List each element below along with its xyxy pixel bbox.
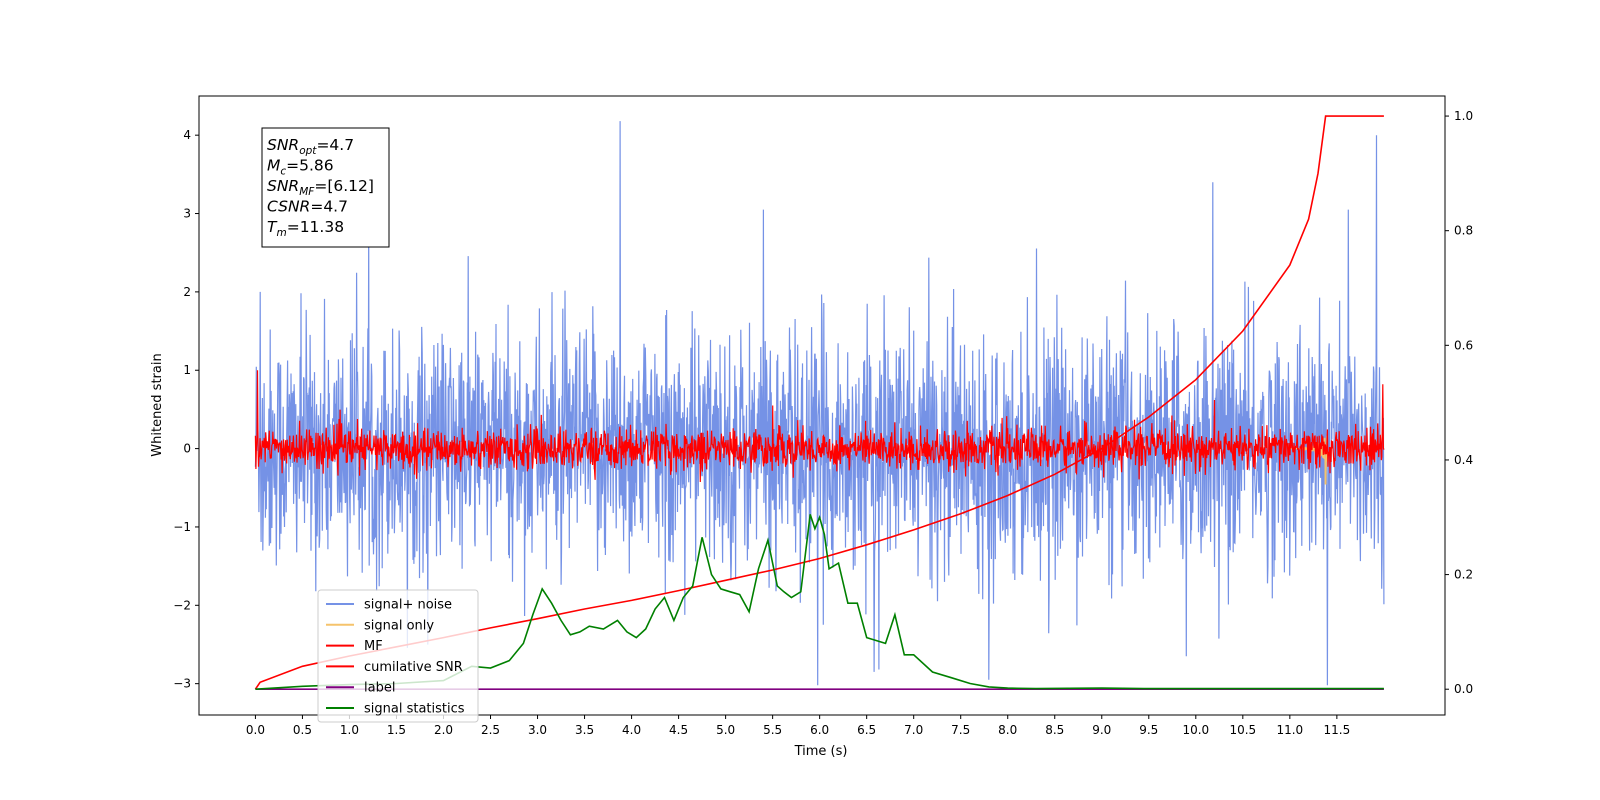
annotation-line: CSNR=4.7: [267, 198, 348, 216]
x-tick-label: 9.0: [1092, 723, 1111, 737]
annotation-value: =4.7: [310, 198, 348, 216]
x-tick-label: 1.0: [340, 723, 359, 737]
y-tick-label: 4: [183, 128, 191, 142]
x-tick-label: 9.5: [1139, 723, 1158, 737]
legend-label: MF: [364, 639, 383, 654]
annotation-value: =11.38: [287, 218, 344, 236]
y-tick-label: −3: [173, 677, 191, 691]
y2-tick-label: 0.4: [1454, 453, 1473, 467]
x-tick-label: 4.5: [669, 723, 688, 737]
x-tick-label: 6.5: [857, 723, 876, 737]
annotation-line: SNRMF=[6.12]: [267, 177, 374, 198]
x-tick-label: 8.0: [998, 723, 1017, 737]
x-tick-label: 11.5: [1323, 723, 1350, 737]
legend: signal+ noise signal only MF cumilative SNR…: [317, 589, 479, 723]
x-tick-label: 3.5: [575, 723, 594, 737]
y-tick-label: 0: [183, 442, 191, 456]
x-tick-label: 2.0: [434, 723, 453, 737]
x-tick-label: 4.0: [622, 723, 641, 737]
x-tick-label: 6.0: [810, 723, 829, 737]
x-tick-label: 5.5: [763, 723, 782, 737]
legend-label: cumilative SNR: [364, 660, 463, 675]
y-tick-label: −2: [173, 598, 191, 612]
x-tick-label: 3.0: [528, 723, 547, 737]
annotation-subscript: c: [280, 166, 286, 178]
x-axis-label: Time (s): [794, 744, 848, 759]
annotation-symbol: T: [267, 218, 278, 236]
annotation-symbol: SNR: [267, 177, 299, 195]
annotation-symbol: CSNR: [267, 198, 310, 216]
y2-tick-label: 0.6: [1454, 338, 1473, 352]
annotation-line: Mc=5.86: [267, 157, 334, 178]
y2-tick-label: 1.0: [1454, 109, 1473, 123]
legend-label: label: [364, 681, 395, 696]
x-tick-label: 10.5: [1229, 723, 1256, 737]
axes-frame: [198, 95, 1446, 716]
legend-label: signal+ noise: [364, 598, 452, 613]
y-tick-label: 3: [183, 207, 191, 221]
annotation-line: Tm=11.38: [267, 218, 344, 239]
annotation-subscript: MF: [299, 186, 315, 198]
annotation-line: SNRopt=4.7: [267, 136, 354, 157]
y2-tick-label: 0.2: [1454, 568, 1473, 582]
annotation-symbol: SNR: [267, 136, 299, 154]
y-tick-label: 2: [183, 285, 191, 299]
annotation-subscript: m: [276, 227, 286, 239]
legend-frame: [317, 589, 479, 723]
x-tick-label: 0.0: [246, 723, 265, 737]
annotation-subscript: opt: [299, 145, 317, 157]
annotation-value: =[6.12]: [314, 177, 374, 195]
annotation-box: SNRopt=4.7Mc=5.86SNRMF=[6.12]CSNR=4.7Tm=…: [261, 127, 390, 248]
x-axis: 0.0 0.5 1.0 1.5 2.0 2.5 3.0 3.5 4.0 4.5 5.0 5.5 6.0 6…: [246, 715, 1350, 737]
x-tick-label: 7.0: [904, 723, 923, 737]
y-tick-label: 1: [183, 363, 191, 377]
annotation-value: =5.86: [286, 157, 334, 175]
series-signal-statistics: [255, 514, 1384, 690]
y2-tick-label: 0.8: [1454, 224, 1473, 238]
x-tick-label: 11.0: [1276, 723, 1303, 737]
y-tick-label: −1: [173, 520, 191, 534]
x-tick-label: 5.0: [716, 723, 735, 737]
x-tick-label: 0.5: [293, 723, 312, 737]
legend-label: signal only: [364, 618, 434, 633]
x-tick-label: 2.5: [481, 723, 500, 737]
x-tick-label: 7.5: [951, 723, 970, 737]
annotation-frame: [261, 127, 390, 248]
annotation-symbol: M: [267, 157, 280, 175]
annotation-value: =4.7: [316, 136, 354, 154]
series-mf: [254, 370, 1385, 483]
y-axis-label: Whitened strain: [150, 353, 165, 456]
y-axis-left: −3 −2 −1 0 1 2 3 4: [173, 128, 199, 691]
y-axis-right: 0.0 0.2 0.4 0.6 0.8 1.0: [1445, 109, 1473, 696]
x-tick-label: 10.0: [1182, 723, 1209, 737]
y2-tick-label: 0.0: [1454, 682, 1473, 696]
x-tick-label: 1.5: [387, 723, 406, 737]
x-tick-label: 8.5: [1045, 723, 1064, 737]
legend-label: signal statistics: [364, 702, 465, 717]
